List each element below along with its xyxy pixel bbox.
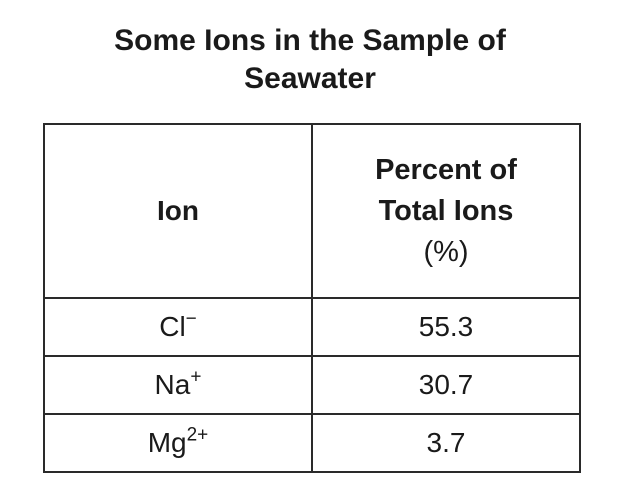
header-wrap: Percent of Total Ions (%) — [351, 150, 541, 273]
percent-cell: 30.7 — [311, 355, 581, 415]
header-row: Ion Percent of Total Ions (%) — [43, 123, 581, 299]
ion-charge: 2+ — [186, 424, 209, 446]
ion-cell: Na+ — [43, 355, 313, 415]
ion-symbol: Na — [154, 369, 191, 400]
table-row: Na+ 30.7 — [43, 355, 581, 415]
header-text: Percent of Total Ions — [375, 153, 517, 227]
table-row: Mg2+ 3.7 — [43, 413, 581, 473]
table-row: Cl− 55.3 — [43, 297, 581, 357]
ion-cell: Cl− — [43, 297, 313, 357]
percent-value: 55.3 — [418, 311, 474, 342]
header-cell: Ion — [43, 123, 313, 299]
percent-value: 3.7 — [426, 427, 466, 458]
ion-symbol: Mg — [147, 427, 187, 458]
table-title: Some Ions in the Sample of Seawater — [114, 24, 506, 95]
header-cell: Percent of Total Ions (%) — [311, 123, 581, 299]
title-block: Some Ions in the Sample of Seawater — [0, 22, 620, 98]
header-text: Ion — [157, 195, 199, 226]
percent-value: 30.7 — [418, 369, 474, 400]
ion-charge: + — [190, 366, 202, 388]
percent-cell: 55.3 — [311, 297, 581, 357]
ion-charge: − — [185, 308, 197, 330]
header-unit: (%) — [423, 235, 469, 268]
table-body: Cl− 55.3 Na+ 30.7 Mg2+ 3.7 — [43, 297, 581, 473]
percent-cell: 3.7 — [311, 413, 581, 473]
ion-cell: Mg2+ — [43, 413, 313, 473]
ion-table: Ion Percent of Total Ions (%) Cl− 55.3 Na+ 3… — [43, 123, 581, 473]
ion-symbol: Cl — [159, 311, 186, 342]
